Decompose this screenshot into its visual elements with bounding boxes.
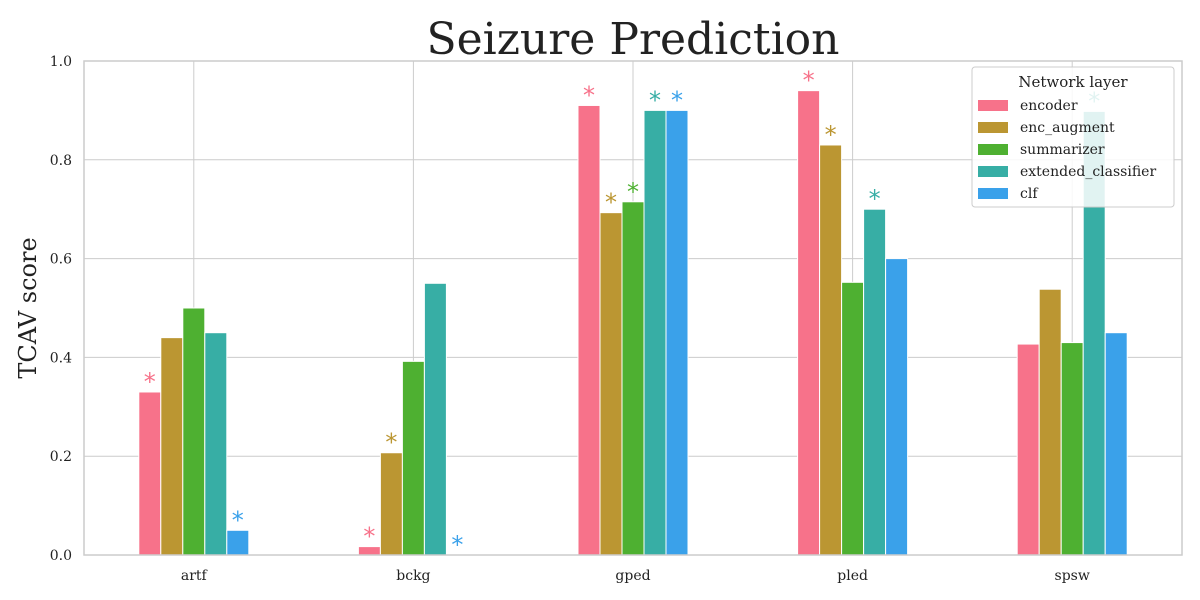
legend-label-summarizer: summarizer — [1020, 142, 1105, 158]
legend-label-extended_classifier: extended_classifier — [1020, 164, 1156, 180]
bar-clf-spsw — [1104, 332, 1128, 556]
significance-star-enc_augment-bckg: * — [385, 429, 397, 457]
plot-frame — [83, 60, 1183, 556]
x-tick-label-gped: gped — [615, 568, 650, 584]
bar-extended_classifier-bckg — [423, 282, 447, 556]
significance-star-encoder-bckg: * — [363, 523, 375, 551]
y-tick-label: 0.0 — [50, 548, 72, 564]
bar-enc_augment-bckg — [379, 452, 403, 556]
bar-enc_augment-gped — [599, 212, 623, 556]
significance-star-summarizer-gped: * — [627, 178, 639, 206]
x-tick-label-artf: artf — [181, 568, 209, 584]
significance-star-enc_augment-gped: * — [605, 189, 617, 217]
tick-labels: 0.0 0.2 0.4 0.6 0.8 1.0 artf bckg gped pled spsw — [50, 54, 1090, 584]
bar-enc_augment-spsw — [1038, 288, 1062, 556]
legend-swatch-encoder — [978, 100, 1008, 111]
legend: Network layer encoder enc_augment summarize… — [971, 66, 1175, 208]
chart-title: Seizure Prediction — [427, 14, 840, 65]
significance-star-encoder-artf: * — [144, 368, 156, 396]
bar-summarizer-bckg — [401, 360, 425, 556]
x-tick-label-pled: pled — [837, 568, 868, 584]
significance-star-clf-gped: * — [671, 86, 683, 114]
y-tick-label: 0.2 — [50, 449, 72, 465]
legend-swatch-enc_augment — [978, 122, 1008, 133]
bar-encoder-pled — [797, 90, 821, 556]
bar-extended_classifier-artf — [204, 332, 228, 556]
y-axis-label: TCAV score — [14, 237, 42, 378]
legend-label-encoder: encoder — [1020, 98, 1078, 114]
bar-summarizer-spsw — [1060, 342, 1084, 556]
legend-label-clf: clf — [1020, 186, 1039, 202]
significance-star-extended_classifier-pled: * — [869, 185, 881, 213]
bar-clf-gped — [665, 109, 689, 556]
bar-summarizer-artf — [182, 307, 206, 556]
axes — [83, 60, 1183, 556]
bar-extended_classifier-gped — [643, 109, 667, 556]
x-tick-label-bckg: bckg — [396, 568, 430, 584]
legend-swatch-clf — [978, 188, 1008, 199]
significance-star-encoder-gped: * — [583, 81, 595, 109]
legend-label-enc_augment: enc_augment — [1020, 120, 1115, 136]
bar-enc_augment-artf — [160, 337, 184, 556]
y-tick-label: 0.8 — [50, 153, 72, 169]
y-tick-label: 1.0 — [50, 54, 72, 70]
bars — [138, 90, 1128, 556]
bar-encoder-gped — [577, 104, 601, 556]
bar-extended_classifier-pled — [863, 208, 887, 556]
significance-star-clf-artf: * — [232, 506, 244, 534]
legend-swatch-extended_classifier — [978, 166, 1008, 177]
y-tick-label: 0.4 — [50, 350, 72, 366]
significance-star-enc_augment-pled: * — [825, 121, 837, 149]
significance-star-encoder-pled: * — [803, 67, 815, 95]
bar-summarizer-pled — [841, 281, 865, 556]
bar-encoder-spsw — [1016, 343, 1040, 556]
legend-box — [971, 66, 1175, 208]
significance-star-extended_classifier-gped: * — [649, 86, 661, 114]
legend-title: Network layer — [1018, 73, 1128, 91]
y-tick-label: 0.6 — [50, 252, 72, 268]
x-tick-label-spsw: spsw — [1055, 568, 1090, 584]
legend-swatch-summarizer — [978, 144, 1008, 155]
bar-clf-pled — [885, 258, 909, 556]
significance-markers: ************** — [144, 67, 1100, 559]
bar-encoder-artf — [138, 391, 162, 556]
bar-enc_augment-pled — [819, 144, 843, 556]
bar-summarizer-gped — [621, 201, 645, 556]
significance-star-clf-bckg: * — [451, 531, 463, 559]
